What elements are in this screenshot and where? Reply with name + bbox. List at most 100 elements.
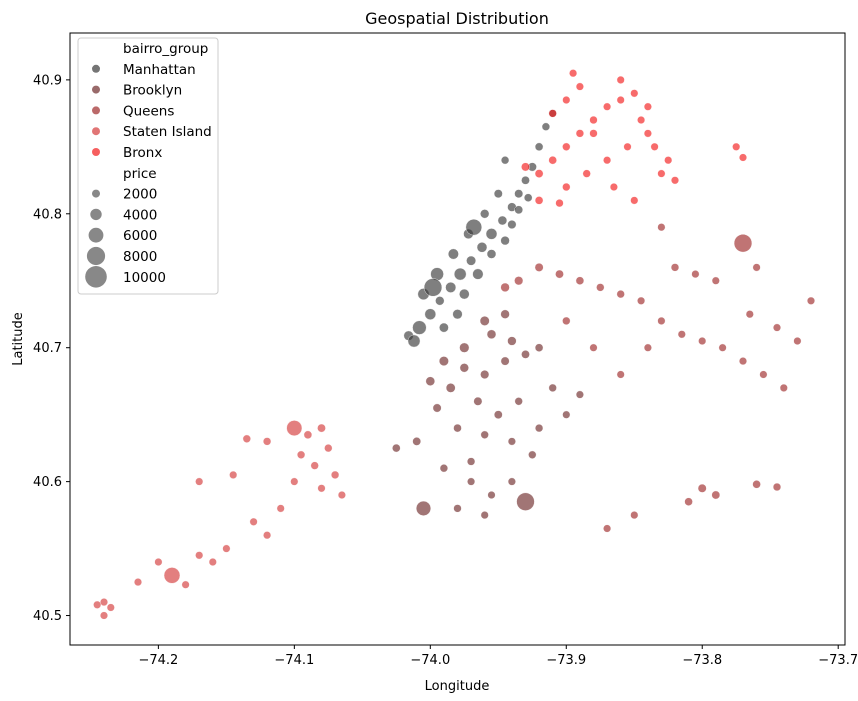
data-point <box>507 219 517 229</box>
data-point <box>493 410 503 420</box>
data-point <box>698 337 707 346</box>
legend-size-title: price <box>123 166 157 182</box>
data-point <box>630 89 639 98</box>
data-point <box>324 444 333 453</box>
data-point <box>596 283 605 292</box>
data-point <box>548 155 557 165</box>
data-point <box>671 176 680 185</box>
data-point <box>99 611 108 620</box>
data-point <box>603 102 612 111</box>
data-point <box>637 115 646 124</box>
data-point <box>466 255 476 266</box>
data-point <box>476 242 488 253</box>
data-point <box>521 175 530 185</box>
data-point <box>453 504 462 513</box>
data-point <box>589 115 598 125</box>
data-point <box>575 390 584 399</box>
data-point <box>445 383 456 393</box>
data-point <box>497 215 508 226</box>
data-point <box>555 269 564 279</box>
legend-size-label: 4000 <box>123 207 157 223</box>
series-brooklyn <box>392 309 584 520</box>
chart-title: Geospatial Distribution <box>365 9 549 28</box>
data-point <box>589 129 598 138</box>
legend-entry-label: Staten Island <box>123 124 212 140</box>
data-point <box>310 461 319 470</box>
data-point <box>616 95 625 104</box>
data-point <box>752 480 761 489</box>
data-point <box>616 290 625 299</box>
data-point <box>222 544 231 553</box>
data-point <box>562 142 571 151</box>
data-point <box>514 397 523 406</box>
data-point <box>416 500 432 516</box>
data-point <box>480 511 489 520</box>
data-point <box>263 437 272 446</box>
legend-size-marker <box>88 227 104 243</box>
data-point <box>534 424 544 433</box>
data-point <box>562 316 571 326</box>
data-point <box>486 329 497 339</box>
data-point <box>507 437 516 446</box>
data-point <box>500 236 510 246</box>
data-point <box>459 342 470 353</box>
data-point <box>459 363 469 373</box>
y-tick-label: 40.5 <box>33 609 62 624</box>
data-point <box>337 491 346 500</box>
data-point <box>439 322 449 333</box>
data-point <box>500 309 510 319</box>
legend-marker <box>92 148 100 156</box>
data-point <box>548 109 557 118</box>
data-point <box>643 129 652 138</box>
data-point <box>528 450 537 459</box>
data-point <box>93 600 102 609</box>
legend-size-label: 10000 <box>123 270 166 286</box>
data-point <box>445 281 457 293</box>
data-point <box>575 82 584 91</box>
data-point <box>454 267 467 281</box>
data-point <box>507 336 517 346</box>
data-point <box>670 263 680 272</box>
data-point <box>500 356 510 366</box>
data-point <box>534 196 544 205</box>
legend-size-marker <box>92 189 100 198</box>
legend-size-marker <box>85 266 107 288</box>
data-point <box>195 477 204 486</box>
plot-area <box>93 69 816 620</box>
data-point <box>603 156 612 165</box>
x-tick-label: −74.2 <box>138 653 178 668</box>
legend-size-marker <box>90 208 102 221</box>
data-point <box>472 268 484 280</box>
data-point <box>657 316 666 325</box>
y-tick-label: 40.7 <box>33 341 62 356</box>
y-tick-label: 40.8 <box>33 207 62 222</box>
data-point <box>589 343 598 352</box>
data-point <box>163 567 181 584</box>
data-point <box>297 450 306 459</box>
data-point <box>154 558 163 567</box>
data-point <box>276 504 285 513</box>
data-point <box>514 276 524 286</box>
y-tick-label: 40.6 <box>33 475 62 490</box>
x-tick-label: −74.0 <box>410 653 450 668</box>
data-point <box>479 315 490 326</box>
data-point <box>467 477 476 486</box>
data-point <box>562 95 571 104</box>
legend-entry-label: Brooklyn <box>123 83 182 99</box>
data-point <box>447 248 459 260</box>
series-bronx <box>521 69 748 208</box>
data-point <box>407 334 421 348</box>
data-point <box>507 477 516 486</box>
series-staten-island <box>93 420 346 620</box>
data-point <box>779 383 788 392</box>
data-point <box>555 199 564 208</box>
data-point <box>562 182 571 192</box>
data-point <box>524 193 533 202</box>
data-point <box>739 357 748 366</box>
legend-size-marker <box>86 246 106 266</box>
data-point <box>303 430 313 439</box>
x-axis-label: Longitude <box>425 679 490 694</box>
data-point <box>807 296 816 305</box>
legend: bairro_group Manhattan Brooklyn Queens State… <box>77 37 219 295</box>
